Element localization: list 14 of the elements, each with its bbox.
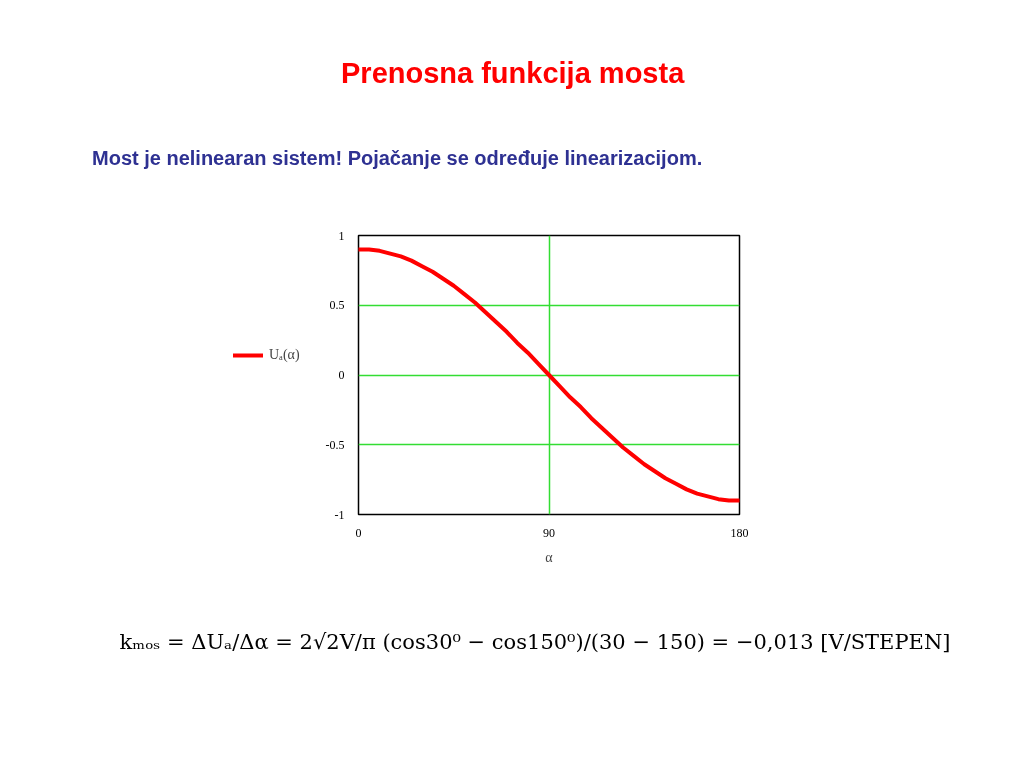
y-tick-label: 0	[338, 368, 345, 382]
y-tick-label: 1	[338, 228, 345, 243]
x-axis-title: α	[545, 549, 554, 565]
y-tick-label: -0.5	[325, 437, 345, 452]
chart-subtitle: Most je nelinearan sistem! Pojačanje se određuje linearizacijom.	[92, 146, 703, 171]
legend-label: Uₐ(α)	[269, 346, 300, 363]
text: kₘₒₛ = ΔUₐ/Δα = 2√2V/π (cos30⁰ − cos150⁰)/(30 − 150) = −0,013 [V/STEPEN]	[119, 629, 951, 656]
x-tick-label: 0	[355, 525, 362, 540]
y-tick-label: 0.5	[329, 298, 345, 313]
line-series	[358, 247, 740, 503]
y-tick-label: -1	[334, 507, 345, 522]
x-tick-label: 90	[543, 525, 555, 540]
chart-title: Prenosna funkcija mosta	[341, 56, 685, 91]
x-tick-label: 180	[730, 525, 749, 540]
